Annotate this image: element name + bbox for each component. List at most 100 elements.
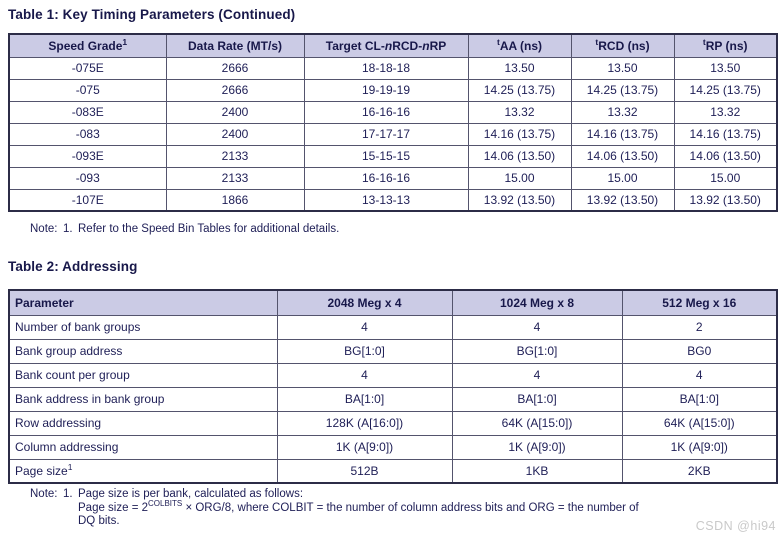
cell-value: 1K (A[9:0]) — [451, 434, 623, 460]
cell-value: 4 — [621, 362, 778, 388]
cell-taa: 14.16 (13.75) — [467, 122, 572, 146]
note-line1: Page size is per bank, calculated as fol… — [78, 488, 304, 500]
cell-target: 13-13-13 — [303, 188, 469, 212]
cell-trcd: 13.32 — [570, 100, 675, 124]
table1-row: -093E 2133 15-15-15 14.06 (13.50) 14.06 … — [8, 144, 778, 168]
cell-data-rate: 2400 — [165, 100, 305, 124]
cell-trp: 13.32 — [673, 100, 778, 124]
note-number: 1. — [63, 223, 73, 235]
cell-taa: 13.92 (13.50) — [467, 188, 572, 212]
cell-value: BA[1:0] — [451, 386, 623, 412]
cell-trp: 13.50 — [673, 56, 778, 80]
cell-speed-grade: -093E — [8, 144, 167, 168]
watermark: CSDN @hi94 — [695, 519, 776, 533]
table2-row: Bank address in bank group BA[1:0] BA[1:… — [8, 386, 778, 412]
cell-trp: 14.25 (13.75) — [673, 78, 778, 102]
cell-target: 17-17-17 — [303, 122, 469, 146]
note-label: Note: — [30, 223, 58, 235]
cell-value: BG0 — [621, 338, 778, 364]
cell-value: 1K (A[9:0]) — [276, 434, 453, 460]
cell-value: 4 — [276, 314, 453, 340]
table2-row: Bank group address BG[1:0] BG[1:0] BG0 — [8, 338, 778, 364]
table1-row: -107E 1866 13-13-13 13.92 (13.50) 13.92 … — [8, 188, 778, 212]
table1-header-row: Speed Grade1 Data Rate (MT/s) Target CL-… — [8, 33, 778, 58]
table1-header-trcd: tRCD (ns) — [570, 33, 675, 58]
note-line2: Page size = 2COLBITS × ORG/8, where COLB… — [78, 498, 639, 514]
cell-data-rate: 2666 — [165, 56, 305, 80]
cell-trcd: 14.25 (13.75) — [570, 78, 675, 102]
cell-value: 512B — [276, 458, 453, 484]
cell-taa: 15.00 — [467, 166, 572, 190]
cell-parameter: Number of bank groups — [8, 314, 278, 340]
cell-parameter: Page size1 — [8, 458, 278, 484]
table1-header-taa: tAA (ns) — [467, 33, 572, 58]
note-text: Page size is per bank, calculated as fol… — [78, 488, 639, 529]
table1-title: Table 1: Key Timing Parameters (Continue… — [8, 7, 296, 22]
table1-header-data-rate: Data Rate (MT/s) — [165, 33, 305, 58]
cell-target: 19-19-19 — [303, 78, 469, 102]
cell-parameter: Row addressing — [8, 410, 278, 436]
cell-value: 2 — [621, 314, 778, 340]
cell-taa: 14.25 (13.75) — [467, 78, 572, 102]
cell-value: 1K (A[9:0]) — [621, 434, 778, 460]
footnote-marker: 1 — [67, 461, 73, 472]
table2-row: Row addressing 128K (A[16:0]) 64K (A[15:… — [8, 410, 778, 436]
table1-header-target-cl: Target CL-nRCD-nRP — [303, 33, 469, 58]
cell-trcd: 15.00 — [570, 166, 675, 190]
cell-value: 4 — [451, 362, 623, 388]
cell-data-rate: 2666 — [165, 78, 305, 102]
cell-trp: 14.06 (13.50) — [673, 144, 778, 168]
table2-title: Table 2: Addressing — [8, 259, 138, 274]
cell-value: 128K (A[16:0]) — [276, 410, 453, 436]
cell-speed-grade: -083 — [8, 122, 167, 146]
table2-note: Note: 1. Page size is per bank, calculat… — [30, 488, 639, 529]
cell-value: BA[1:0] — [621, 386, 778, 412]
cell-value: BA[1:0] — [276, 386, 453, 412]
cell-speed-grade: -107E — [8, 188, 167, 212]
table1-key-timing-parameters: Speed Grade1 Data Rate (MT/s) Target CL-… — [8, 33, 778, 212]
cell-trp: 15.00 — [673, 166, 778, 190]
cell-trcd: 13.92 (13.50) — [570, 188, 675, 212]
table1-note: Note: 1. Refer to the Speed Bin Tables f… — [30, 223, 339, 237]
cell-data-rate: 1866 — [165, 188, 305, 212]
cell-value: 4 — [276, 362, 453, 388]
cell-speed-grade: -075 — [8, 78, 167, 102]
cell-target: 16-16-16 — [303, 166, 469, 190]
cell-value: 1KB — [451, 458, 623, 484]
cell-parameter: Bank count per group — [8, 362, 278, 388]
note-number: 1. — [63, 488, 73, 500]
table1-row: -083 2400 17-17-17 14.16 (13.75) 14.16 (… — [8, 122, 778, 146]
cell-trp: 13.92 (13.50) — [673, 188, 778, 212]
table1-row: -093 2133 16-16-16 15.00 15.00 15.00 — [8, 166, 778, 190]
cell-taa: 13.50 — [467, 56, 572, 80]
footnote-marker: 1 — [122, 36, 128, 47]
cell-data-rate: 2133 — [165, 166, 305, 190]
note-label: Note: — [30, 488, 58, 500]
table2-row: Number of bank groups 4 4 2 — [8, 314, 778, 340]
table1-row: -075E 2666 18-18-18 13.50 13.50 13.50 — [8, 56, 778, 80]
cell-taa: 14.06 (13.50) — [467, 144, 572, 168]
cell-target: 18-18-18 — [303, 56, 469, 80]
exponent: COLBITS — [148, 498, 183, 508]
cell-speed-grade: -083E — [8, 100, 167, 124]
note-line3: DQ bits. — [78, 515, 120, 527]
cell-taa: 13.32 — [467, 100, 572, 124]
cell-value: 64K (A[15:0]) — [451, 410, 623, 436]
cell-speed-grade: -075E — [8, 56, 167, 80]
table2-header-1024megx8: 1024 Meg x 8 — [451, 289, 623, 316]
table1-row: -083E 2400 16-16-16 13.32 13.32 13.32 — [8, 100, 778, 124]
table2-row: Bank count per group 4 4 4 — [8, 362, 778, 388]
cell-value: BG[1:0] — [451, 338, 623, 364]
table2-header-512megx16: 512 Meg x 16 — [621, 289, 778, 316]
cell-data-rate: 2133 — [165, 144, 305, 168]
cell-trcd: 14.16 (13.75) — [570, 122, 675, 146]
cell-target: 15-15-15 — [303, 144, 469, 168]
cell-trp: 14.16 (13.75) — [673, 122, 778, 146]
table2-row: Page size1 512B 1KB 2KB — [8, 458, 778, 484]
cell-value: BG[1:0] — [276, 338, 453, 364]
cell-target: 16-16-16 — [303, 100, 469, 124]
table1-row: -075 2666 19-19-19 14.25 (13.75) 14.25 (… — [8, 78, 778, 102]
cell-trcd: 14.06 (13.50) — [570, 144, 675, 168]
cell-trcd: 13.50 — [570, 56, 675, 80]
table2-row: Column addressing 1K (A[9:0]) 1K (A[9:0]… — [8, 434, 778, 460]
